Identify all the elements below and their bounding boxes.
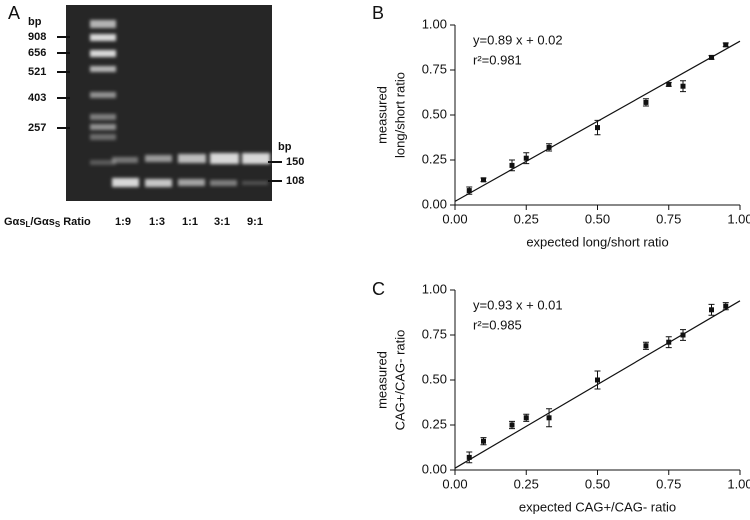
data-point — [481, 177, 486, 183]
data-point — [666, 81, 672, 87]
ratio-label: GαsL/GαsS Ratio — [4, 216, 91, 229]
data-point — [709, 54, 714, 60]
x-tick-label: 0.50 — [585, 211, 610, 226]
ratio-part: /Gαs — [30, 216, 55, 228]
x-tick-label: 0.75 — [656, 476, 681, 491]
y-tick-label: 1.00 — [422, 281, 447, 296]
data-point — [509, 162, 515, 168]
ladder-label: 257 — [28, 122, 46, 134]
data-point — [509, 422, 515, 428]
x-tick-label: 0.25 — [514, 211, 539, 226]
data-point — [523, 155, 529, 161]
data-point — [466, 188, 472, 194]
x-axis-label: expected CAG+/CAG- ratio — [519, 499, 676, 514]
lane-label: 3:1 — [214, 216, 230, 228]
data-point — [723, 42, 729, 48]
ladder-label: 521 — [28, 66, 46, 78]
y-tick-label: 0.25 — [422, 151, 447, 166]
x-tick-label: 0.00 — [442, 476, 467, 491]
y-axis-label: measured — [374, 351, 389, 409]
ratio-part: S — [55, 220, 61, 229]
x-tick-label: 0.25 — [514, 476, 539, 491]
gel-header: bp — [278, 141, 292, 153]
product-label: 150 — [286, 156, 304, 168]
panel-letter: B — [372, 3, 384, 23]
annotation: r²=0.985 — [473, 317, 522, 332]
data-point — [546, 144, 552, 150]
x-tick-label: 0.75 — [656, 211, 681, 226]
data-point — [680, 83, 686, 89]
data-point — [723, 303, 729, 309]
gel-header: bp — [28, 16, 42, 28]
y-tick-label: 0.50 — [422, 106, 447, 121]
data-point — [643, 343, 649, 349]
y-tick-label: 0.00 — [422, 196, 447, 211]
annotation: r²=0.981 — [473, 52, 522, 67]
ladder-label: 403 — [28, 92, 46, 104]
y-tick-label: 1.00 — [422, 16, 447, 31]
data-point — [709, 307, 714, 313]
x-tick-label: 1.00 — [727, 211, 750, 226]
y-axis-label: long/short ratio — [392, 72, 407, 158]
x-tick-label: 1.00 — [727, 476, 750, 491]
annotation: y=0.89 x + 0.02 — [473, 32, 563, 47]
ratio-part: Ratio — [60, 216, 91, 228]
ratio-part: L — [25, 220, 30, 229]
ratio-part: Gαs — [4, 216, 25, 228]
lane-label: 1:9 — [115, 216, 131, 228]
annotation: y=0.93 x + 0.01 — [473, 297, 563, 312]
y-axis-label: CAG+/CAG- ratio — [392, 330, 407, 431]
y-tick-label: 0.25 — [422, 416, 447, 431]
panel-letter: C — [372, 279, 385, 299]
x-tick-label: 0.50 — [585, 476, 610, 491]
data-point — [466, 454, 472, 460]
ladder-label: 656 — [28, 47, 46, 59]
lane-label: 1:1 — [182, 216, 198, 228]
data-point — [680, 332, 686, 338]
x-tick-label: 0.00 — [442, 211, 467, 226]
y-tick-label: 0.00 — [422, 461, 447, 476]
y-tick-label: 0.50 — [422, 371, 447, 386]
y-tick-label: 0.75 — [422, 326, 447, 341]
product-label: 108 — [286, 175, 304, 187]
panel-letter: A — [8, 3, 20, 23]
x-axis-label: expected long/short ratio — [526, 234, 668, 249]
lane-label: 9:1 — [247, 216, 263, 228]
data-point — [595, 377, 600, 383]
gel-image — [66, 5, 272, 201]
data-point — [595, 125, 600, 131]
data-point — [523, 415, 529, 421]
ladder-label: 908 — [28, 31, 46, 43]
data-point — [546, 415, 552, 421]
data-point — [481, 438, 486, 444]
data-point — [666, 339, 672, 345]
y-tick-label: 0.75 — [422, 61, 447, 76]
lane-label: 1:3 — [149, 216, 165, 228]
data-point — [643, 99, 649, 105]
y-axis-label: measured — [374, 86, 389, 144]
